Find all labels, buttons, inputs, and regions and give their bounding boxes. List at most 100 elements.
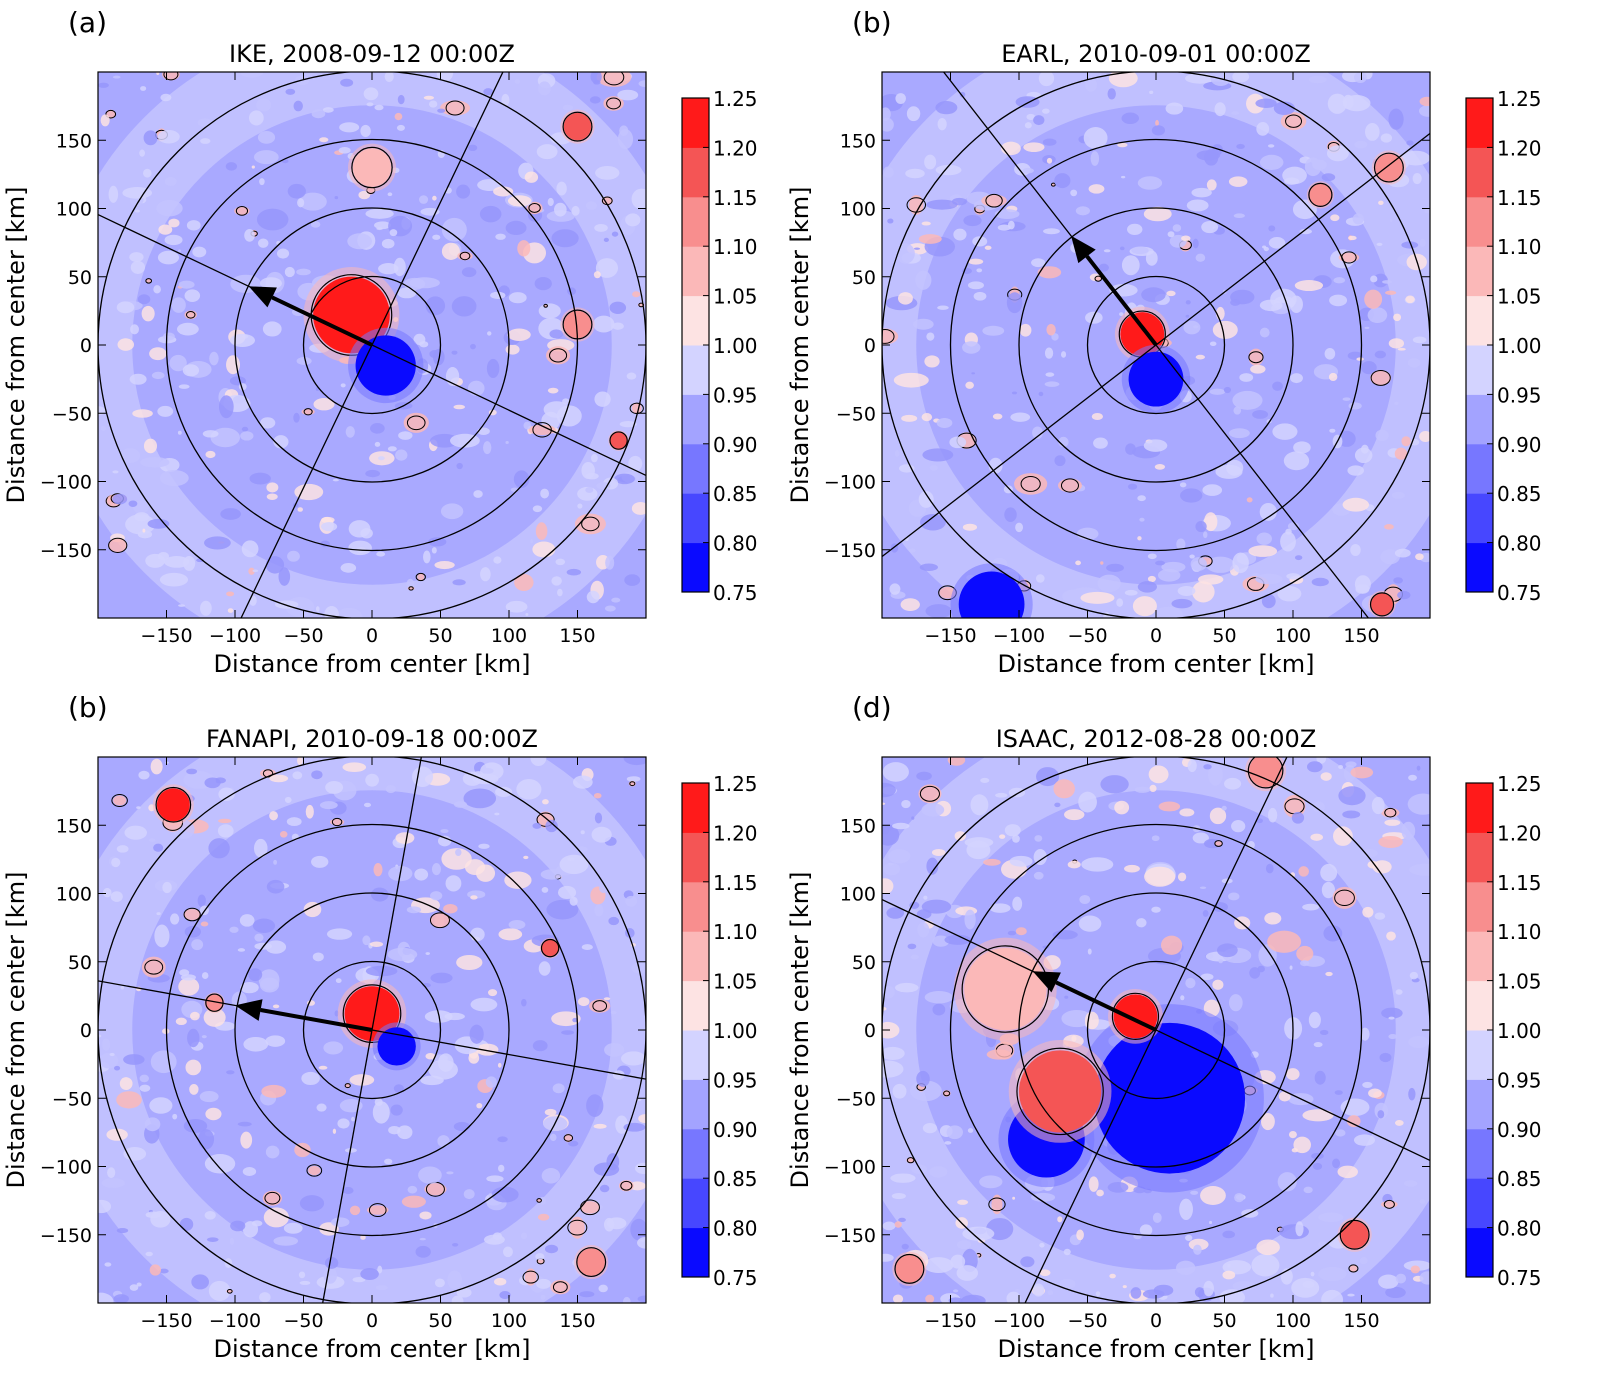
colorbar-tick-label: 1.15 [1497, 186, 1542, 210]
speckle [342, 762, 367, 773]
feature-contour [540, 938, 560, 958]
y-tick-label: 0 [80, 335, 92, 357]
speckle-contour [406, 415, 426, 431]
speckle-contour [567, 1219, 588, 1236]
speckle [504, 871, 532, 889]
speckle [352, 1276, 366, 1283]
speckle [334, 196, 339, 200]
speckle [532, 541, 556, 558]
speckle [906, 1157, 915, 1164]
shear-arrow-head [235, 999, 263, 1021]
speckle [1221, 805, 1227, 811]
speckle [605, 555, 615, 570]
speckle [1222, 1230, 1236, 1239]
speckle [1203, 1280, 1214, 1297]
speckle [316, 1103, 327, 1112]
range-ring-50 [302, 960, 442, 1100]
speckle [495, 233, 506, 240]
speckle [1419, 1199, 1426, 1204]
speckle [556, 405, 582, 427]
speckle [1367, 307, 1388, 323]
speckle [1198, 574, 1224, 585]
speckle [900, 598, 920, 612]
speckle [1219, 1289, 1246, 1303]
panel-3: −150 −100 −50 0 50 100 150 −150 −100 −50 0 50 100 150… [2, 691, 758, 1363]
speckle [1023, 142, 1045, 153]
speckle [1032, 426, 1043, 440]
speckle [534, 276, 552, 291]
speckle [947, 757, 966, 766]
range-ring-50 [1086, 275, 1226, 415]
speckle [1233, 406, 1242, 415]
speckle [1234, 1192, 1245, 1203]
speckle [1272, 423, 1298, 440]
speckle [324, 605, 339, 618]
colorbar-tick-label: 0.85 [713, 482, 758, 506]
speckle [561, 1030, 575, 1035]
speckle [1239, 373, 1254, 382]
speckle [882, 328, 899, 345]
speckle [949, 436, 967, 449]
speckle [132, 409, 153, 418]
speckle [530, 538, 534, 544]
x-tick-label: −50 [283, 625, 323, 647]
speckle [1350, 766, 1374, 779]
feature-core [1371, 593, 1394, 616]
speckle [425, 1052, 436, 1060]
speckle [1179, 482, 1187, 488]
speckle [1267, 144, 1275, 148]
speckle [513, 470, 530, 489]
speckle [259, 977, 280, 993]
speckle [321, 522, 338, 532]
speckle [370, 423, 385, 434]
speckle [1268, 237, 1286, 249]
speckle [183, 1118, 208, 1133]
speckle [415, 1245, 431, 1258]
speckle [370, 887, 389, 902]
y-tick-label: 150 [56, 815, 92, 837]
speckle [273, 859, 278, 865]
speckle [564, 1133, 573, 1143]
speckle [1338, 764, 1344, 769]
speckle [1228, 176, 1248, 187]
y-axis-label: Distance from center [km] [2, 187, 30, 504]
speckle [1246, 93, 1265, 114]
speckle-texture [98, 757, 646, 1303]
speckle [1031, 258, 1046, 268]
speckle [120, 448, 141, 464]
speckle [178, 604, 186, 607]
speckle [1330, 214, 1340, 222]
speckle [329, 818, 345, 826]
speckle [1076, 1229, 1084, 1241]
speckle [610, 1010, 617, 1015]
panel-2: −150 −100 −50 0 50 100 150 −150 −100 −50 0 50 100 150… [786, 6, 1542, 678]
speckle [470, 997, 498, 1012]
speckle [625, 895, 638, 907]
speckle [440, 100, 471, 116]
speckle [178, 249, 182, 253]
speckle [456, 462, 463, 470]
feature-contour [961, 945, 1050, 1033]
speckle [177, 430, 182, 435]
colorbar-segment [682, 980, 709, 1031]
speckle [1143, 206, 1172, 222]
speckle [937, 117, 947, 131]
speckle [301, 1071, 320, 1085]
speckle [98, 82, 109, 88]
speckle [514, 573, 534, 592]
speckle [303, 901, 322, 918]
speckle [1014, 473, 1048, 495]
speckle [157, 250, 180, 265]
speckle [1319, 1029, 1329, 1036]
feature-core [206, 994, 223, 1011]
speckle [948, 1297, 963, 1303]
speckle [918, 490, 934, 508]
speckle [1078, 915, 1102, 932]
x-tick-label: 100 [491, 1310, 527, 1332]
speckle [297, 198, 305, 208]
colorbar-tick-label: 1.20 [713, 136, 758, 160]
speckle [109, 1052, 115, 1057]
speckle-contour [306, 1164, 323, 1177]
colorbar-tick-label: 1.05 [713, 285, 758, 309]
speckle [431, 547, 437, 554]
